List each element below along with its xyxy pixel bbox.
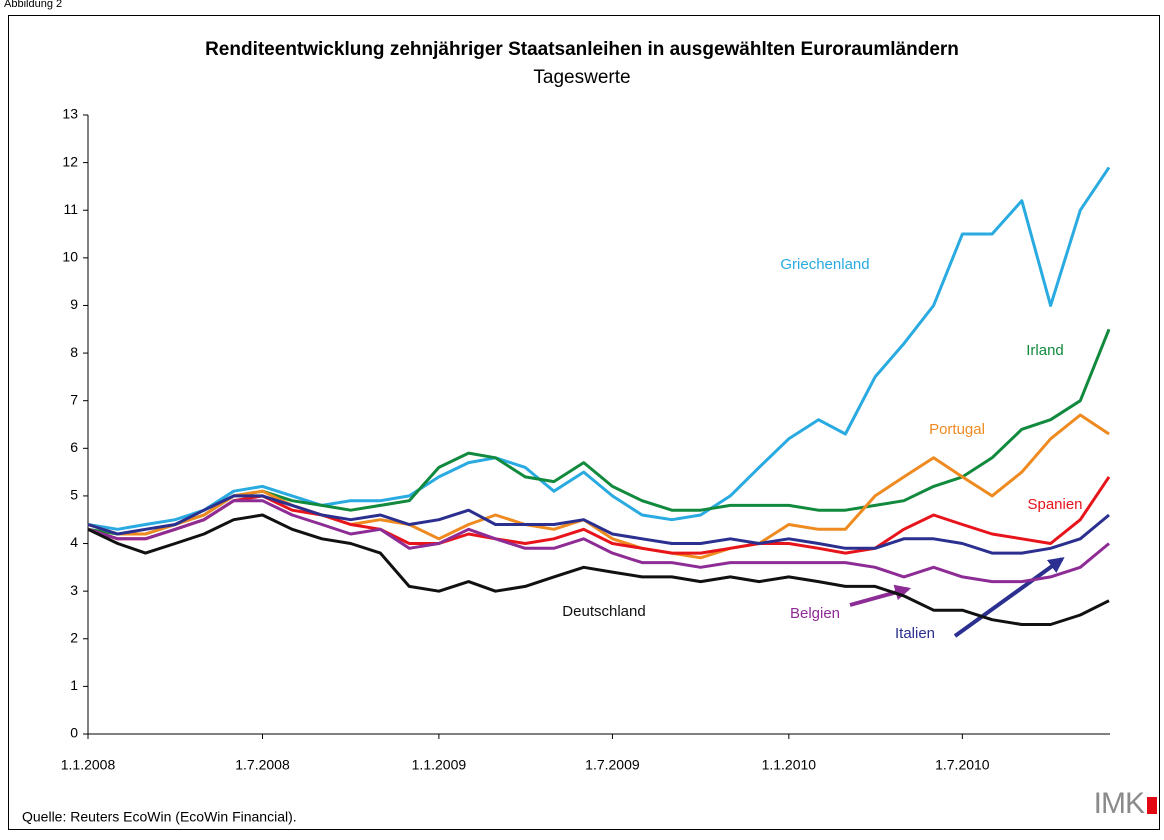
y-tick-label: 10	[62, 249, 78, 265]
source-note: Quelle: Reuters EcoWin (EcoWin Financial…	[22, 809, 297, 825]
series-label: Deutschland	[562, 603, 645, 620]
x-tick-label: 1.1.2008	[61, 757, 116, 773]
y-tick-label: 3	[70, 582, 78, 598]
series-line	[87, 494, 1110, 555]
y-tick-label: 13	[62, 106, 78, 122]
y-tick-label: 5	[70, 487, 78, 503]
x-tick-label: 1.7.2008	[235, 757, 290, 773]
x-tick-label: 1.7.2009	[585, 757, 640, 773]
series-line	[87, 513, 1110, 626]
x-tick-label: 1.1.2009	[412, 757, 467, 773]
series-line	[87, 413, 1110, 560]
chart-subtitle: Tageswerte	[533, 67, 630, 88]
y-tick-label: 9	[70, 296, 78, 312]
series-line	[87, 166, 1111, 531]
annotation-arrow	[953, 557, 1065, 638]
series-line	[87, 499, 1110, 584]
frame	[8, 15, 1160, 830]
annotation-arrow	[849, 584, 912, 607]
series-label: Spanien	[1027, 496, 1082, 513]
y-tick-label: 12	[62, 153, 78, 169]
chart-title: Renditeentwicklung zehnjähriger Staatsan…	[205, 39, 959, 60]
logo-mark	[1147, 797, 1157, 814]
y-tick-label: 8	[70, 344, 78, 360]
series-label: Belgien	[790, 605, 840, 622]
y-tick-label: 7	[70, 391, 78, 407]
figure-label: Abbildung 2	[4, 0, 62, 10]
x-tick-label: 1.7.2010	[935, 757, 990, 773]
series-label: Portugal	[929, 421, 985, 438]
y-tick-label: 11	[63, 201, 78, 217]
series-label: Italien	[895, 625, 935, 642]
logo: IMK	[1094, 787, 1145, 820]
y-tick-label: 6	[70, 439, 78, 455]
x-tick-label: 1.1.2010	[762, 757, 817, 773]
series-label: Irland	[1026, 342, 1064, 359]
y-tick-label: 2	[70, 629, 78, 645]
y-tick-label: 4	[70, 534, 78, 550]
series-label: Griechenland	[780, 256, 869, 273]
y-tick-label: 0	[70, 725, 78, 741]
y-tick-label: 1	[70, 677, 78, 693]
